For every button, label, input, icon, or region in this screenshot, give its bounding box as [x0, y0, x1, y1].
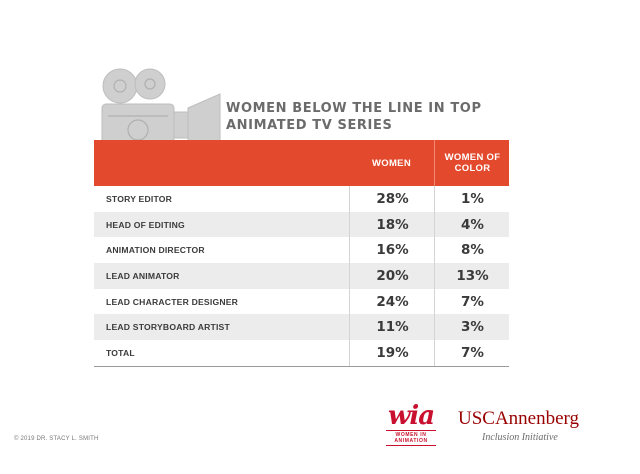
usc-annenberg-logo: USCAnnenberg Inclusion Initiative — [458, 408, 598, 448]
row-label: LEAD STORYBOARD ARTIST — [106, 322, 230, 333]
women-value: 19% — [349, 340, 435, 366]
column-header-women-of-color: WOMEN OF COLOR — [434, 140, 510, 186]
row-label: STORY EDITOR — [106, 193, 173, 204]
table-header: WOMEN WOMEN OF COLOR — [94, 140, 509, 186]
data-table: WOMEN WOMEN OF COLOR STORY EDITOR 28% 1%… — [94, 140, 509, 367]
women-value: 20% — [349, 263, 435, 289]
row-label: HEAD OF EDITING — [106, 219, 185, 230]
women-of-color-value: 7% — [434, 288, 510, 315]
table-row: LEAD STORYBOARD ARTIST 11% 3% — [94, 314, 510, 341]
women-of-color-value: 1% — [434, 186, 510, 212]
chart-title: WOMEN BELOW THE LINE IN TOP ANIMATED TV … — [226, 101, 482, 133]
wia-logo-mark: wia — [387, 401, 435, 431]
table-row: HEAD OF EDITING 18% 4% — [94, 211, 510, 238]
table-row-total: TOTAL 19% 7% — [94, 340, 509, 367]
wia-logo-subtitle: WOMEN IN ANIMATION — [386, 430, 436, 446]
usc-annenberg-name: USCAnnenberg — [458, 408, 580, 429]
table-row: STORY EDITOR 28% 1% — [94, 186, 509, 212]
women-of-color-value: 3% — [434, 314, 510, 341]
column-header-women: WOMEN — [372, 157, 411, 169]
table-row: ANIMATION DIRECTOR 16% 8% — [94, 237, 510, 264]
women-value: 16% — [349, 237, 435, 264]
row-label: LEAD CHARACTER DESIGNER — [106, 296, 239, 307]
women-value: 18% — [349, 211, 435, 238]
women-of-color-value: 13% — [434, 263, 510, 289]
women-value: 24% — [349, 288, 435, 315]
row-label: LEAD ANIMATOR — [106, 270, 180, 281]
women-of-color-value: 8% — [434, 237, 510, 264]
women-of-color-value: 4% — [434, 211, 510, 238]
copyright-notice: © 2019 DR. STACY L. SMITH — [14, 436, 99, 442]
row-label: ANIMATION DIRECTOR — [106, 245, 205, 256]
row-label: TOTAL — [106, 347, 135, 358]
table-row: LEAD ANIMATOR 20% 13% — [94, 263, 509, 289]
women-of-color-value: 7% — [434, 340, 510, 366]
women-value: 11% — [349, 314, 435, 341]
women-value: 28% — [349, 186, 435, 212]
wia-logo: wia WOMEN IN ANIMATION — [381, 403, 441, 447]
table-row: LEAD CHARACTER DESIGNER 24% 7% — [94, 288, 510, 315]
usc-annenberg-subtitle: Inclusion Initiative — [482, 432, 558, 443]
